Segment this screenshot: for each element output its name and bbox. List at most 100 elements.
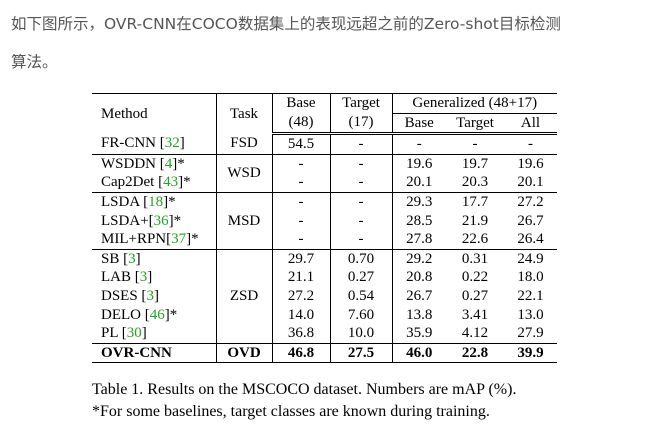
method-name: DELO [ [101, 306, 150, 323]
citation: 4 [164, 155, 173, 172]
method-suffix: ]* [186, 231, 199, 248]
table-row: OVR-CNN OVD 46.8 27.5 46.0 22.8 39.9 [92, 342, 557, 364]
value-cell: 27.9 [517, 325, 544, 342]
method-cell: WSDDN [4]* [92, 153, 217, 174]
value-cell: - [416, 136, 422, 153]
method-cell: LSDA+[36]* [92, 211, 217, 231]
value-cell: 46.0 [392, 342, 446, 364]
value-cell: 46.8 [272, 342, 331, 364]
header-cell: (17) [330, 113, 393, 136]
value-cell: 10.0 [330, 324, 393, 344]
value-cell: 18.0 [517, 269, 544, 286]
task-cell: WSD [216, 153, 273, 193]
citation: 3 [128, 250, 136, 267]
table-row: LSDA [18]* MSD - -29.3 17.7 27.2 [92, 191, 557, 250]
header-cell: All [504, 113, 557, 136]
table-row: DSES [3] 27.2 0.54 26.7 0.27 22.1 [92, 286, 557, 306]
header-cell: (48) [272, 113, 331, 136]
value-cell: 19.7 [446, 153, 504, 174]
citation: 46 [149, 306, 165, 323]
method-name: Cap2Det [ [101, 174, 164, 191]
value-cell: 20.8 [406, 269, 433, 286]
value-cell: - [472, 136, 478, 153]
table-row: PL [30] 36.8 10.0 35.9 4.12 27.9 [92, 324, 557, 344]
citation: 18 [148, 193, 164, 210]
citation: 36 [153, 212, 169, 229]
method-cell: LSDA [18]* [92, 191, 217, 212]
method-suffix: ] [141, 325, 147, 342]
value-cell: 27.2 [504, 191, 557, 212]
value-cell: 14.0 [272, 305, 331, 325]
value-cell: - [272, 153, 331, 174]
header-cell: Base [272, 93, 331, 114]
method-suffix: ]* [168, 212, 182, 229]
method-cell: DELO [46]* [92, 305, 217, 325]
citation: 43 [163, 174, 179, 191]
value-cell: 20.1 [406, 174, 433, 191]
value-cell: 36.8 [272, 324, 331, 344]
value-cell: 27.2 [272, 286, 331, 306]
citation: 3 [139, 269, 148, 286]
value-cell: 0.54 [330, 286, 393, 306]
value-cell: 35.9 [406, 325, 433, 342]
value-cell: 27.8 [406, 231, 433, 248]
value-cell: 26.7 [406, 287, 433, 304]
method-cell: MIL+RPN[37]* [92, 230, 217, 250]
value-cell: - [272, 211, 331, 231]
value-cell: 0.70 [330, 248, 393, 269]
value-cell: 17.7 [446, 191, 504, 212]
header-cell: Generalized (48+17) [392, 93, 557, 114]
method-suffix: ] [153, 287, 159, 304]
value-cell: - [330, 133, 393, 155]
value-cell: 13.0 [517, 306, 544, 323]
method-suffix: ]* [163, 193, 176, 210]
value-cell: 19.6 [392, 153, 446, 174]
value-cell: 21.1 [272, 268, 331, 287]
intro-text: 算法。 [11, 53, 58, 71]
table-row: LSDA+[36]* - -28.5 21.9 26.7 [92, 211, 557, 231]
method-name: LSDA [ [101, 193, 149, 210]
value-cell: 0.27 [330, 268, 393, 287]
citation: 37 [171, 231, 187, 248]
header-cell: Target [330, 93, 393, 114]
value-cell: 22.6 [461, 231, 489, 248]
method-name: MIL+RPN[ [101, 231, 172, 248]
method-name: SB [ [101, 250, 129, 267]
value-cell: - [330, 211, 393, 231]
value-cell: 3.41 [461, 306, 489, 323]
method-cell: Cap2Det [43]* [92, 173, 217, 193]
task-cell: ZSD [216, 248, 273, 344]
header-cell: Task [216, 92, 273, 134]
method-cell: FR-CNN [32] [92, 133, 217, 155]
method-name: LAB [ [101, 269, 140, 286]
value-cell: 26.4 [517, 231, 544, 248]
caption: Table 1. Results on the MSCOCO dataset. … [92, 381, 517, 398]
value-cell: 13.8 [406, 306, 433, 323]
caption: *For some baselines, target classes are … [92, 403, 490, 420]
method-suffix: ]* [172, 155, 185, 172]
method-suffix: ] [179, 135, 185, 152]
value-cell: 21.9 [461, 212, 489, 229]
value-cell: 29.3 [392, 191, 446, 212]
value-cell: - [272, 230, 331, 250]
header-row: (48) (17) Base Target All [92, 113, 557, 136]
method-name: OVR-CNN [101, 344, 172, 361]
method-cell: SB [3] [92, 248, 217, 269]
value-cell: 29.7 [272, 248, 331, 269]
value-cell: 24.9 [504, 248, 557, 269]
citation: 32 [164, 135, 180, 152]
method-name: DSES [ [101, 287, 147, 304]
value-cell: 54.5 [272, 133, 331, 155]
table-row: Cap2Det [43]* - -20.1 20.3 20.1 [92, 173, 557, 193]
method-suffix: ]* [164, 306, 178, 323]
task-cell: OVD [216, 342, 273, 364]
method-cell: OVR-CNN [92, 342, 217, 364]
value-cell: - [528, 136, 533, 153]
table-row: FR-CNN [32] FSD 54.5- - - - [92, 133, 557, 155]
value-cell: 19.6 [504, 153, 557, 174]
intro-text: 如下图所示，OVR-CNN在COCO数据集上的表现远超之前的Zero-shot目… [11, 15, 561, 33]
task-cell: FSD [216, 133, 273, 155]
method-name: WSDDN [ [101, 155, 165, 172]
value-cell: 20.1 [517, 174, 544, 191]
method-name: PL [ [101, 325, 127, 342]
